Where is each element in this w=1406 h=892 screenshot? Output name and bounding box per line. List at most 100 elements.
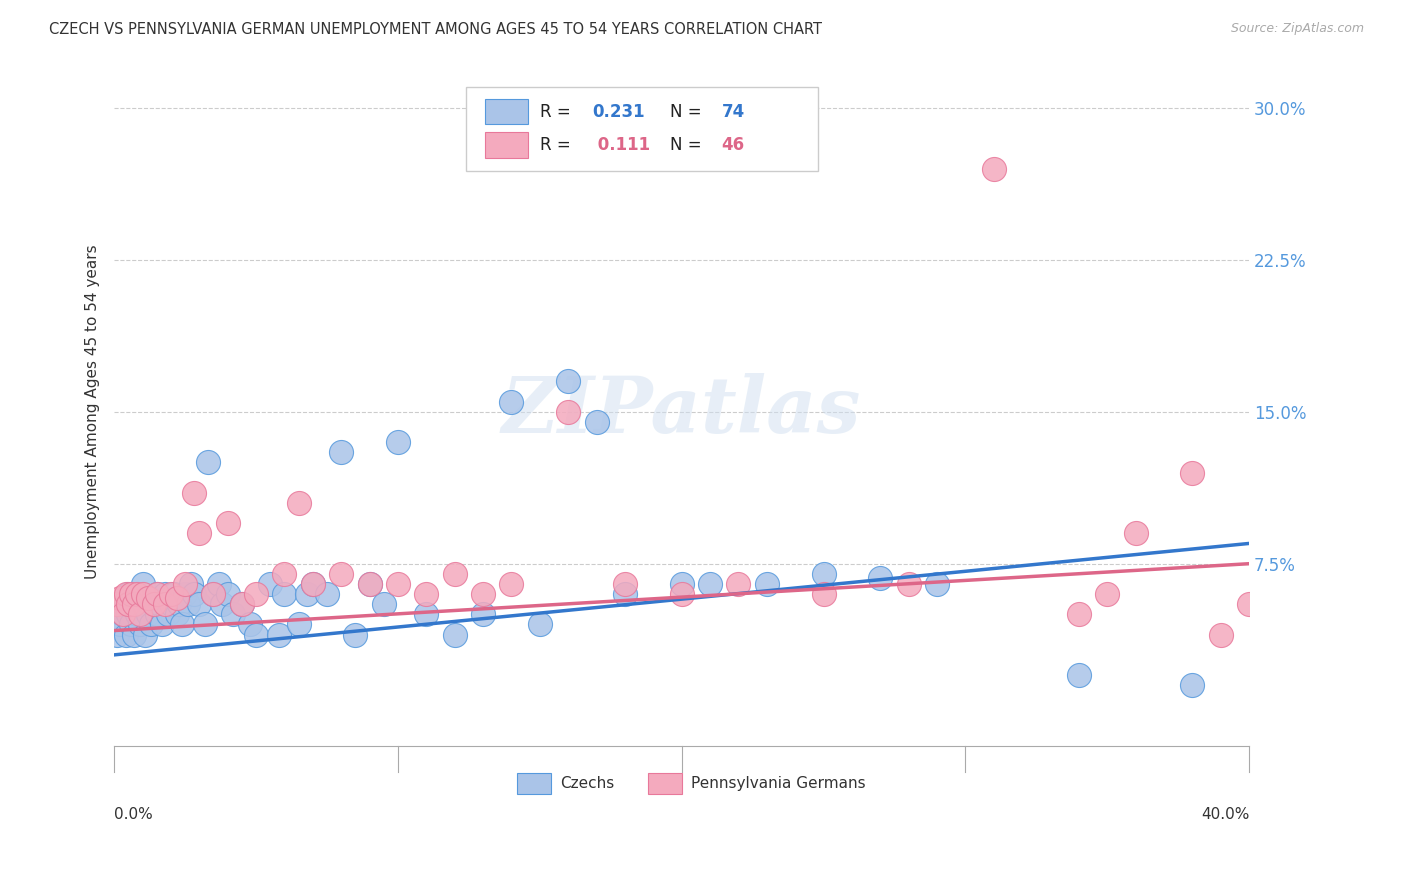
Point bbox=[128, 617, 150, 632]
Point bbox=[163, 587, 186, 601]
Point bbox=[557, 405, 579, 419]
Point bbox=[813, 587, 835, 601]
Text: N =: N = bbox=[671, 103, 707, 120]
Point bbox=[301, 577, 323, 591]
Text: N =: N = bbox=[671, 136, 707, 154]
Point bbox=[1181, 678, 1204, 692]
Text: 0.0%: 0.0% bbox=[114, 807, 153, 822]
Point bbox=[869, 571, 891, 585]
FancyBboxPatch shape bbox=[485, 132, 529, 158]
Point bbox=[202, 587, 225, 601]
Point bbox=[157, 607, 180, 622]
Point bbox=[1125, 526, 1147, 541]
Point bbox=[359, 577, 381, 591]
Point bbox=[194, 617, 217, 632]
Point bbox=[813, 566, 835, 581]
Point bbox=[105, 597, 128, 611]
Point bbox=[387, 435, 409, 450]
Text: Source: ZipAtlas.com: Source: ZipAtlas.com bbox=[1230, 22, 1364, 36]
Point bbox=[208, 577, 231, 591]
Point bbox=[180, 577, 202, 591]
Point bbox=[114, 627, 136, 641]
Text: 0.111: 0.111 bbox=[592, 136, 650, 154]
Point bbox=[245, 627, 267, 641]
Point bbox=[330, 566, 353, 581]
FancyBboxPatch shape bbox=[465, 87, 818, 171]
Point bbox=[131, 577, 153, 591]
Point bbox=[125, 607, 148, 622]
Point bbox=[1097, 587, 1119, 601]
Point bbox=[120, 597, 142, 611]
Point bbox=[301, 577, 323, 591]
Point bbox=[117, 607, 139, 622]
Point bbox=[217, 587, 239, 601]
Point bbox=[501, 577, 523, 591]
Point bbox=[472, 587, 495, 601]
Text: 0.231: 0.231 bbox=[592, 103, 644, 120]
Point bbox=[245, 587, 267, 601]
Point bbox=[105, 627, 128, 641]
Point bbox=[273, 566, 295, 581]
Point bbox=[160, 587, 183, 601]
Point bbox=[671, 577, 693, 591]
Point bbox=[122, 597, 145, 611]
Point bbox=[359, 577, 381, 591]
Point bbox=[149, 597, 172, 611]
Point bbox=[122, 587, 145, 601]
Point bbox=[117, 587, 139, 601]
Point bbox=[117, 597, 139, 611]
Point bbox=[114, 587, 136, 601]
Point bbox=[128, 607, 150, 622]
Point bbox=[125, 587, 148, 601]
Point bbox=[174, 577, 197, 591]
Point bbox=[108, 617, 131, 632]
Text: 74: 74 bbox=[721, 103, 745, 120]
Point bbox=[108, 591, 131, 606]
Point bbox=[727, 577, 749, 591]
Point bbox=[501, 394, 523, 409]
Point bbox=[472, 607, 495, 622]
Point bbox=[145, 587, 167, 601]
Point bbox=[183, 587, 205, 601]
Point bbox=[557, 375, 579, 389]
Point bbox=[197, 455, 219, 469]
Point bbox=[174, 587, 197, 601]
Point bbox=[136, 591, 159, 606]
Point bbox=[1181, 466, 1204, 480]
Point bbox=[211, 597, 233, 611]
Point bbox=[415, 607, 437, 622]
Point bbox=[1237, 597, 1260, 611]
Point bbox=[239, 617, 262, 632]
Point bbox=[111, 607, 134, 622]
Text: R =: R = bbox=[540, 136, 576, 154]
Point bbox=[330, 445, 353, 459]
Point bbox=[222, 607, 245, 622]
Point bbox=[142, 597, 165, 611]
Point bbox=[585, 415, 607, 429]
Text: 40.0%: 40.0% bbox=[1201, 807, 1249, 822]
Point bbox=[613, 577, 636, 591]
Point bbox=[120, 587, 142, 601]
Point bbox=[267, 627, 290, 641]
Text: 46: 46 bbox=[721, 136, 745, 154]
Point bbox=[755, 577, 778, 591]
FancyBboxPatch shape bbox=[517, 772, 551, 794]
Point bbox=[1067, 607, 1090, 622]
Point bbox=[145, 607, 167, 622]
Point bbox=[160, 597, 183, 611]
Point bbox=[183, 485, 205, 500]
Point bbox=[231, 597, 253, 611]
Point bbox=[287, 496, 309, 510]
Point bbox=[387, 577, 409, 591]
Point bbox=[188, 597, 211, 611]
Point bbox=[131, 597, 153, 611]
Point bbox=[155, 587, 177, 601]
Point bbox=[145, 587, 167, 601]
Point bbox=[172, 617, 194, 632]
Point bbox=[155, 597, 177, 611]
Text: CZECH VS PENNSYLVANIA GERMAN UNEMPLOYMENT AMONG AGES 45 TO 54 YEARS CORRELATION : CZECH VS PENNSYLVANIA GERMAN UNEMPLOYMEN… bbox=[49, 22, 823, 37]
Point bbox=[131, 587, 153, 601]
Text: Pennsylvania Germans: Pennsylvania Germans bbox=[690, 776, 865, 791]
Point bbox=[134, 627, 156, 641]
Point bbox=[373, 597, 395, 611]
